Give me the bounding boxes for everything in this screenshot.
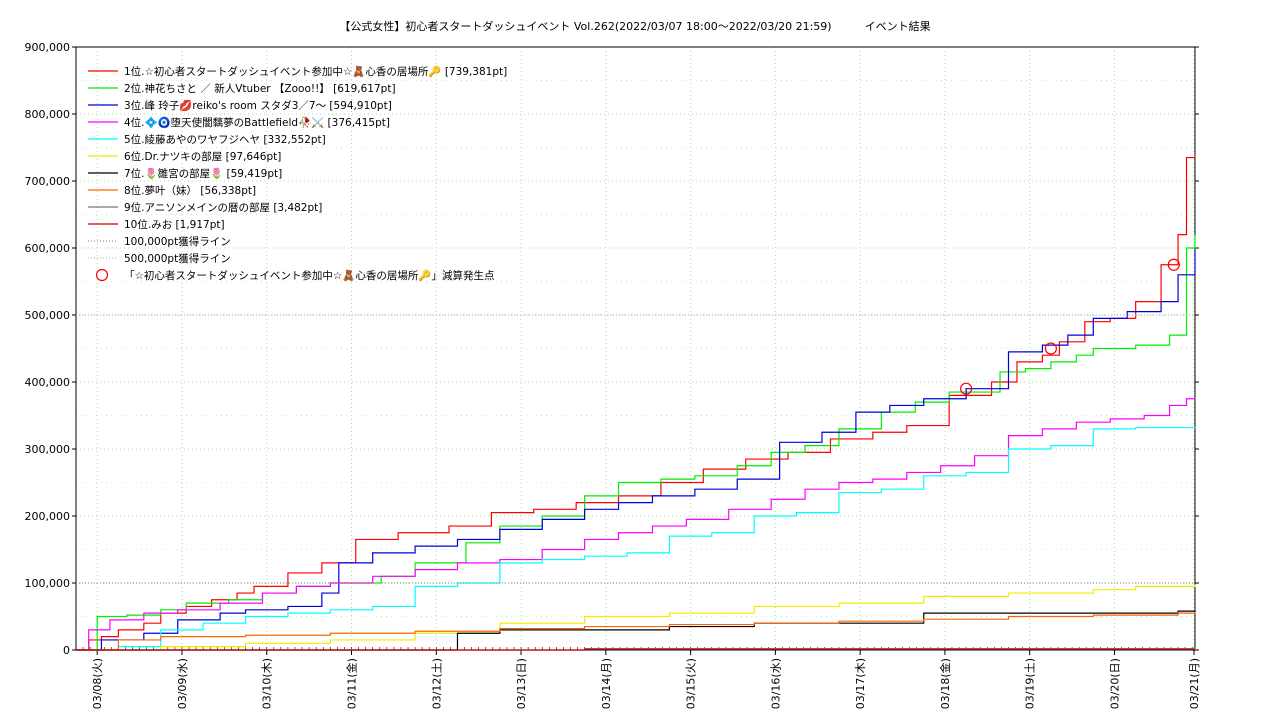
x-tick-label: 03/11(金) [345,658,359,709]
x-tick-label: 03/17(木) [854,658,867,709]
series-line [76,234,1196,651]
legend-marker [95,268,109,282]
legend: 1位.☆初心者スタートダッシュイベント参加中☆🧸心香の居場所🔑 [739,381… [88,65,507,282]
x-tick-label: 03/14(月) [600,658,613,709]
x-tick-label: 03/12(土) [430,658,443,709]
y-tick-label: 0 [63,644,70,657]
legend-label: 3位.峰 玲子💋reiko's room スタダ3／7〜 [594,910pt] [124,99,392,112]
y-tick-label: 900,000 [25,41,71,54]
plot-frame [75,46,1196,651]
marker-point [1044,342,1057,355]
legend-label: 1位.☆初心者スタートダッシュイベント参加中☆🧸心香の居場所🔑 [739,381… [124,65,507,78]
y-tick-label: 300,000 [25,443,71,456]
legend-label: 8位.夢叶（妹） [56,338pt] [124,184,256,197]
y-tick-label: 100,000 [25,577,71,590]
axes: 0 100,000 200,000 300,000 400,000 500,000 600,… [25,41,1202,709]
series-line [76,584,1196,651]
y-tick-label: 500,000 [25,309,71,322]
markers [960,258,1180,395]
legend-label: 2位.神花ちさと ／ 新人Vtuber 【Zooo!!】 [619,617pt] [124,82,396,95]
series-line [76,251,1196,651]
y-tick-label: 800,000 [25,108,71,121]
x-tick-label: 03/20(日) [1108,658,1121,709]
series-line [76,426,1196,651]
x-tick-label: 03/19(土) [1024,658,1037,709]
marker-point [960,382,973,395]
x-tick-label: 03/16(水) [769,658,782,709]
x-tick-label: 03/21(月) [1188,658,1201,709]
legend-label: 7位.🌷雛宮の部屋🌷 [59,419pt] [124,167,282,180]
legend-label: 4位.💠🧿堕天使闇黐夢のBattlefield🥀⚔️ [376,415pt] [124,116,390,129]
legend-label: 9位.アニソンメインの暦の部屋 [3,482pt] [124,201,322,214]
y-tick-label: 700,000 [25,175,71,188]
x-tick-label: 03/10(木) [261,658,274,709]
legend-label: 10位.みお [1,917pt] [124,218,225,231]
series-line [76,397,1196,651]
legend-label: 6位.Dr.ナツキの部屋 [97,646pt] [124,150,281,163]
x-tick-label: 03/15(火) [685,658,698,709]
y-tick-label: 200,000 [25,510,71,523]
series-line [76,648,1196,651]
legend-label: 100,000pt獲得ライン [124,235,231,248]
x-tick-label: 03/09(水) [176,658,189,709]
series-line [76,154,1196,651]
y-tick-label: 600,000 [25,242,71,255]
marker-point [1167,258,1180,271]
legend-label: 500,000pt獲得ライン [124,252,231,265]
series-line [76,612,1196,651]
x-tick-label: 03/13(日) [515,658,528,709]
legend-label: 「☆初心者スタートダッシュイベント参加中☆🧸心香の居場所🔑」減算発生点 [124,269,494,282]
y-tick-label: 400,000 [25,376,71,389]
legend-label: 5位.綾藤あやのワヤフジヘヤ [332,552pt] [124,133,326,146]
x-tick-label: 03/08(火) [91,658,104,709]
series [76,154,1196,651]
x-tick-label: 03/18(金) [938,658,952,709]
chart-title: 【公式女性】初心者スタートダッシュイベント Vol.262(2022/03/07… [339,19,930,33]
